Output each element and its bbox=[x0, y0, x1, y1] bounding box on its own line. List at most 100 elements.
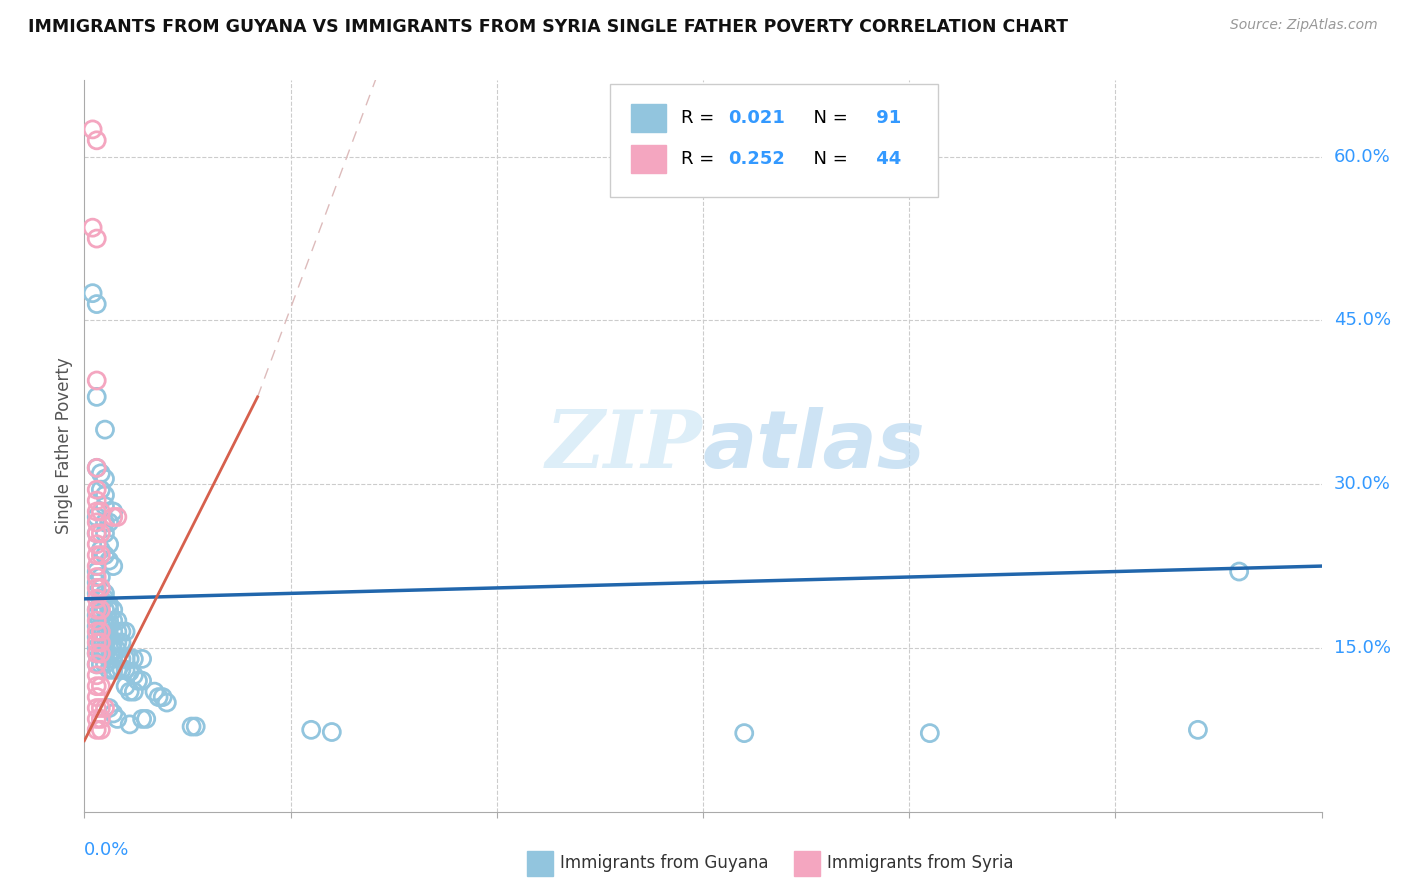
Immigrants from Guyana bbox=[94, 614, 117, 628]
Immigrants from Guyana bbox=[118, 665, 141, 679]
Immigrants from Guyana bbox=[94, 488, 117, 502]
Immigrants from Guyana bbox=[156, 696, 179, 710]
Immigrants from Guyana bbox=[103, 504, 125, 518]
Immigrants from Guyana bbox=[733, 726, 755, 740]
Immigrants from Syria bbox=[90, 635, 112, 649]
Immigrants from Guyana bbox=[1227, 565, 1250, 579]
Immigrants from Syria bbox=[86, 537, 108, 551]
Immigrants from Syria bbox=[82, 220, 104, 235]
Immigrants from Guyana bbox=[86, 460, 108, 475]
Immigrants from Syria bbox=[86, 591, 108, 606]
Immigrants from Guyana bbox=[94, 647, 117, 661]
Text: 30.0%: 30.0% bbox=[1334, 475, 1391, 493]
Immigrants from Syria bbox=[86, 526, 108, 541]
Immigrants from Syria bbox=[90, 712, 112, 726]
Text: Immigrants from Syria: Immigrants from Syria bbox=[827, 855, 1014, 872]
Immigrants from Guyana bbox=[114, 663, 136, 677]
Immigrants from Syria bbox=[90, 624, 112, 639]
Immigrants from Guyana bbox=[90, 619, 112, 633]
Immigrants from Guyana bbox=[180, 720, 202, 734]
Immigrants from Guyana bbox=[86, 608, 108, 623]
Immigrants from Guyana bbox=[105, 663, 128, 677]
Text: 0.252: 0.252 bbox=[728, 150, 785, 169]
Text: 91: 91 bbox=[870, 110, 901, 128]
Immigrants from Guyana bbox=[131, 652, 153, 666]
Immigrants from Guyana bbox=[86, 526, 108, 541]
Immigrants from Syria bbox=[86, 493, 108, 508]
Immigrants from Guyana bbox=[90, 467, 112, 481]
Text: 15.0%: 15.0% bbox=[1334, 639, 1391, 657]
Immigrants from Syria bbox=[90, 647, 112, 661]
Immigrants from Guyana bbox=[103, 635, 125, 649]
Immigrants from Syria bbox=[90, 581, 112, 595]
Immigrants from Syria bbox=[103, 510, 125, 524]
Immigrants from Syria bbox=[86, 460, 108, 475]
Immigrants from Guyana bbox=[127, 673, 149, 688]
Immigrants from Guyana bbox=[105, 614, 128, 628]
Immigrants from Syria bbox=[86, 548, 108, 562]
Immigrants from Guyana bbox=[98, 630, 121, 644]
Immigrants from Guyana bbox=[90, 630, 112, 644]
Immigrants from Syria bbox=[86, 231, 108, 245]
Immigrants from Syria bbox=[86, 690, 108, 704]
Text: IMMIGRANTS FROM GUYANA VS IMMIGRANTS FROM SYRIA SINGLE FATHER POVERTY CORRELATIO: IMMIGRANTS FROM GUYANA VS IMMIGRANTS FRO… bbox=[28, 18, 1069, 36]
FancyBboxPatch shape bbox=[631, 104, 666, 132]
Immigrants from Guyana bbox=[143, 684, 166, 698]
Immigrants from Syria bbox=[86, 647, 108, 661]
Immigrants from Guyana bbox=[103, 603, 125, 617]
Immigrants from Guyana bbox=[94, 591, 117, 606]
Immigrants from Guyana bbox=[94, 423, 117, 437]
Immigrants from Guyana bbox=[94, 499, 117, 513]
Text: 0.021: 0.021 bbox=[728, 110, 785, 128]
Immigrants from Syria bbox=[90, 679, 112, 693]
Immigrants from Guyana bbox=[86, 510, 108, 524]
Immigrants from Syria bbox=[105, 510, 128, 524]
Immigrants from Guyana bbox=[135, 712, 157, 726]
Immigrants from Guyana bbox=[321, 725, 343, 739]
Immigrants from Guyana bbox=[98, 614, 121, 628]
Immigrants from Guyana bbox=[118, 652, 141, 666]
Immigrants from Guyana bbox=[103, 652, 125, 666]
Immigrants from Syria bbox=[86, 614, 108, 628]
Immigrants from Guyana bbox=[86, 297, 108, 311]
Immigrants from Guyana bbox=[86, 640, 108, 655]
Immigrants from Syria bbox=[86, 504, 108, 518]
Immigrants from Syria bbox=[86, 635, 108, 649]
Text: Immigrants from Guyana: Immigrants from Guyana bbox=[560, 855, 768, 872]
Immigrants from Guyana bbox=[94, 586, 117, 600]
Immigrants from Guyana bbox=[122, 652, 145, 666]
Immigrants from Syria bbox=[86, 712, 108, 726]
Immigrants from Guyana bbox=[86, 647, 108, 661]
Immigrants from Guyana bbox=[114, 652, 136, 666]
Immigrants from Guyana bbox=[94, 603, 117, 617]
Text: N =: N = bbox=[801, 110, 853, 128]
Immigrants from Syria bbox=[90, 504, 112, 518]
Immigrants from Syria bbox=[86, 603, 108, 617]
Immigrants from Guyana bbox=[1187, 723, 1209, 737]
Immigrants from Guyana bbox=[86, 657, 108, 672]
Immigrants from Guyana bbox=[110, 624, 132, 639]
Immigrants from Guyana bbox=[94, 657, 117, 672]
Immigrants from Syria bbox=[90, 701, 112, 715]
Immigrants from Guyana bbox=[98, 516, 121, 530]
Immigrants from Syria bbox=[86, 581, 108, 595]
Y-axis label: Single Father Poverty: Single Father Poverty bbox=[55, 358, 73, 534]
Text: Source: ZipAtlas.com: Source: ZipAtlas.com bbox=[1230, 18, 1378, 32]
Text: 0.0%: 0.0% bbox=[84, 841, 129, 859]
Immigrants from Guyana bbox=[90, 640, 112, 655]
Immigrants from Syria bbox=[86, 559, 108, 574]
Text: ZIP: ZIP bbox=[546, 408, 703, 484]
Immigrants from Syria bbox=[86, 701, 108, 715]
Immigrants from Syria bbox=[90, 723, 112, 737]
Immigrants from Guyana bbox=[103, 614, 125, 628]
Immigrants from Guyana bbox=[103, 706, 125, 721]
Immigrants from Guyana bbox=[103, 663, 125, 677]
Immigrants from Guyana bbox=[94, 640, 117, 655]
Immigrants from Guyana bbox=[103, 559, 125, 574]
Immigrants from Guyana bbox=[90, 591, 112, 606]
Immigrants from Guyana bbox=[118, 717, 141, 731]
FancyBboxPatch shape bbox=[631, 145, 666, 173]
Text: atlas: atlas bbox=[703, 407, 925, 485]
Text: 60.0%: 60.0% bbox=[1334, 148, 1391, 166]
Immigrants from Guyana bbox=[98, 640, 121, 655]
